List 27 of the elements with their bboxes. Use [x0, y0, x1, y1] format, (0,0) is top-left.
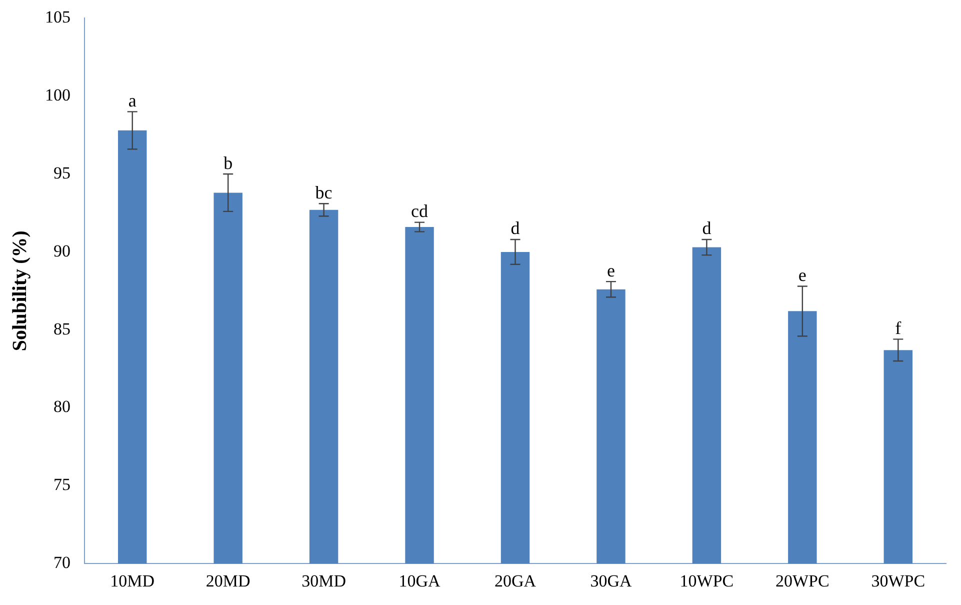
x-tick-label: 10WPC	[680, 571, 734, 590]
y-tick-label: 80	[54, 397, 70, 416]
y-tick-label: 70	[54, 553, 70, 572]
x-tick-label: 30GA	[590, 571, 632, 590]
annotation: e	[798, 264, 806, 285]
y-tick-label: 100	[45, 86, 70, 105]
annotation: e	[606, 260, 615, 280]
annotation: bc	[315, 182, 332, 202]
x-tick-label: 10GA	[398, 571, 442, 590]
y-tick-label: 95	[54, 163, 70, 182]
x-tick-label: 10MD	[110, 571, 155, 590]
x-tick-label: 30MD	[302, 571, 346, 590]
y-tick-label: 105	[45, 8, 70, 27]
y-tick-label: 90	[54, 241, 70, 260]
y-tick-label: 75	[54, 475, 70, 494]
x-tick-label: 20GA	[494, 571, 537, 590]
x-tick-label: 20MD	[206, 571, 250, 590]
annotation: d	[510, 218, 520, 238]
annotation: a	[128, 90, 136, 110]
annotation: cd	[411, 201, 428, 222]
annotation: d	[702, 218, 712, 238]
y-axis-title: Solubility (%)	[9, 230, 32, 352]
annotation: f	[895, 318, 902, 338]
annotation: b	[224, 152, 233, 173]
y-tick-label: 85	[54, 319, 70, 338]
x-tick-label: 20WPC	[775, 571, 830, 590]
x-tick-label: 30WPC	[871, 571, 926, 590]
